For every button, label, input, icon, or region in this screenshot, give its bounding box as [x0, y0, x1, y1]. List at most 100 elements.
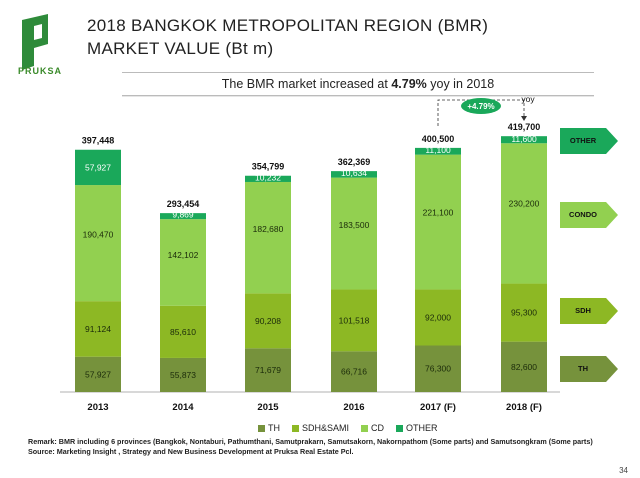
- yoy-label: yoy: [521, 94, 535, 104]
- side-tag-th: TH: [560, 356, 618, 382]
- data-label: 142,102: [168, 250, 199, 260]
- legend-label-other: OTHER: [406, 423, 438, 433]
- bar-segment-th: [415, 345, 461, 392]
- bar-segment-cd: [245, 181, 291, 294]
- data-label: 91,124: [85, 324, 111, 334]
- side-tag-other: OTHER: [560, 128, 618, 154]
- bar-segment-other: [501, 136, 547, 144]
- total-label: 362,369: [338, 157, 371, 167]
- bar-segment-other: [415, 147, 461, 155]
- data-label: 101,518: [339, 315, 370, 325]
- subtitle-highlight: 4.79%: [391, 77, 427, 91]
- data-label: 11,600: [511, 134, 537, 144]
- data-label: 183,500: [339, 220, 370, 230]
- data-label: 55,873: [170, 370, 196, 380]
- bar-segment-cd: [501, 143, 547, 284]
- side-tag-sdh: SDH: [560, 298, 618, 324]
- data-label: 82,600: [511, 362, 537, 372]
- bar-segment-sdhsami: [245, 293, 291, 349]
- legend-item-cd: CD: [361, 423, 384, 433]
- subtitle-suffix: yoy in 2018: [426, 77, 495, 91]
- bar-segment-th: [75, 356, 121, 392]
- growth-arrow-icon: [521, 116, 527, 121]
- chart-legend: TH SDH&SAMI CD OTHER: [258, 423, 438, 433]
- data-label: 57,927: [85, 162, 111, 172]
- bar-segment-cd: [75, 185, 121, 302]
- x-tick-label: 2014: [172, 402, 194, 413]
- bar-segment-sdhsami: [75, 301, 121, 357]
- data-label: 57,927: [85, 369, 111, 379]
- side-tag-label: OTHER: [569, 136, 597, 145]
- side-tag-label: TH: [578, 364, 588, 373]
- legend-label-sdh: SDH&SAMI: [302, 423, 350, 433]
- legend-swatch-sdh: [292, 424, 299, 432]
- x-tick-label: 2013: [87, 402, 108, 413]
- page-title: 2018 BANGKOK METROPOLITAN REGION (BMR) M…: [87, 14, 488, 60]
- total-label: 397,448: [82, 136, 115, 146]
- bar-segment-sdhsami: [331, 289, 377, 352]
- chart-subtitle: The BMR market increased at 4.79% yoy in…: [122, 72, 594, 96]
- legend-swatch-cd: [361, 424, 369, 432]
- remark-text: Remark: BMR including 6 provinces (Bangk…: [28, 437, 593, 446]
- data-label: 66,716: [341, 367, 367, 377]
- legend-label-cd: CD: [371, 423, 385, 433]
- growth-badge-label: +4.79%: [467, 102, 494, 111]
- subtitle-prefix: The BMR market increased at: [221, 77, 392, 91]
- data-label: 71,679: [255, 365, 281, 375]
- data-label: 11,100: [425, 145, 451, 155]
- data-label: 230,200: [509, 198, 540, 208]
- bar-segment-sdhsami: [415, 289, 461, 346]
- data-label: 9,869: [172, 210, 194, 220]
- bar-segment-th: [501, 341, 547, 392]
- side-tag-label: CONDO: [569, 210, 597, 219]
- data-label: 92,000: [425, 312, 451, 322]
- bar-segment-cd: [331, 177, 377, 290]
- page-number: 34: [619, 466, 628, 475]
- total-label: 400,500: [422, 134, 455, 144]
- legend-item-th: TH: [258, 423, 280, 433]
- legend-swatch-th: [258, 424, 265, 432]
- title-line-1: 2018 BANGKOK METROPOLITAN REGION (BMR): [87, 16, 489, 35]
- legend-label-th: TH: [268, 423, 280, 433]
- bar-segment-th: [160, 357, 206, 392]
- total-label: 419,700: [508, 122, 541, 132]
- growth-bracket: [437, 99, 525, 126]
- logo-text: PRUKSA: [17, 66, 62, 76]
- data-label: 90,208: [255, 316, 281, 326]
- legend-item-other: OTHER: [396, 423, 438, 433]
- bar-segment-cd: [160, 219, 206, 306]
- bar-segment-th: [331, 351, 377, 392]
- data-label: 95,300: [511, 308, 537, 318]
- data-label: 10,232: [255, 172, 281, 182]
- legend-item-sdh: SDH&SAMI: [292, 423, 349, 433]
- bar-segment-other: [331, 171, 377, 178]
- tag-arrow-icon: [560, 356, 618, 382]
- side-tag-label: SDH: [575, 306, 591, 315]
- data-label: 76,300: [425, 364, 451, 374]
- data-label: 182,680: [253, 224, 284, 234]
- pruksa-logo-icon: [22, 14, 48, 70]
- bar-segment-cd: [415, 154, 461, 290]
- side-tag-condo: CONDO: [560, 202, 618, 228]
- tag-arrow-icon: [560, 128, 618, 154]
- total-label: 293,454: [167, 199, 200, 209]
- data-label: 10,634: [341, 168, 367, 178]
- bar-segment-sdhsami: [501, 283, 547, 342]
- source-text: Source: Marketing Insight , Strategy and…: [28, 447, 354, 456]
- tag-arrow-icon: [560, 298, 618, 324]
- tag-arrow-icon: [560, 202, 618, 228]
- data-label: 85,610: [170, 327, 196, 337]
- bar-segment-other: [160, 213, 206, 220]
- legend-swatch-other: [396, 424, 404, 432]
- x-tick-label: 2015: [257, 402, 279, 413]
- x-tick-label: 2018 (F): [506, 402, 542, 413]
- bar-segment-other: [245, 175, 291, 182]
- x-tick-label: 2016: [343, 402, 364, 413]
- bar-segment-other: [75, 149, 121, 186]
- x-tick-label: 2017 (F): [420, 402, 456, 413]
- data-label: 221,100: [423, 207, 454, 217]
- footnote: Remark: BMR including 6 provinces (Bangk…: [28, 437, 593, 457]
- bar-segment-sdhsami: [160, 305, 206, 358]
- bar-segment-th: [245, 348, 291, 392]
